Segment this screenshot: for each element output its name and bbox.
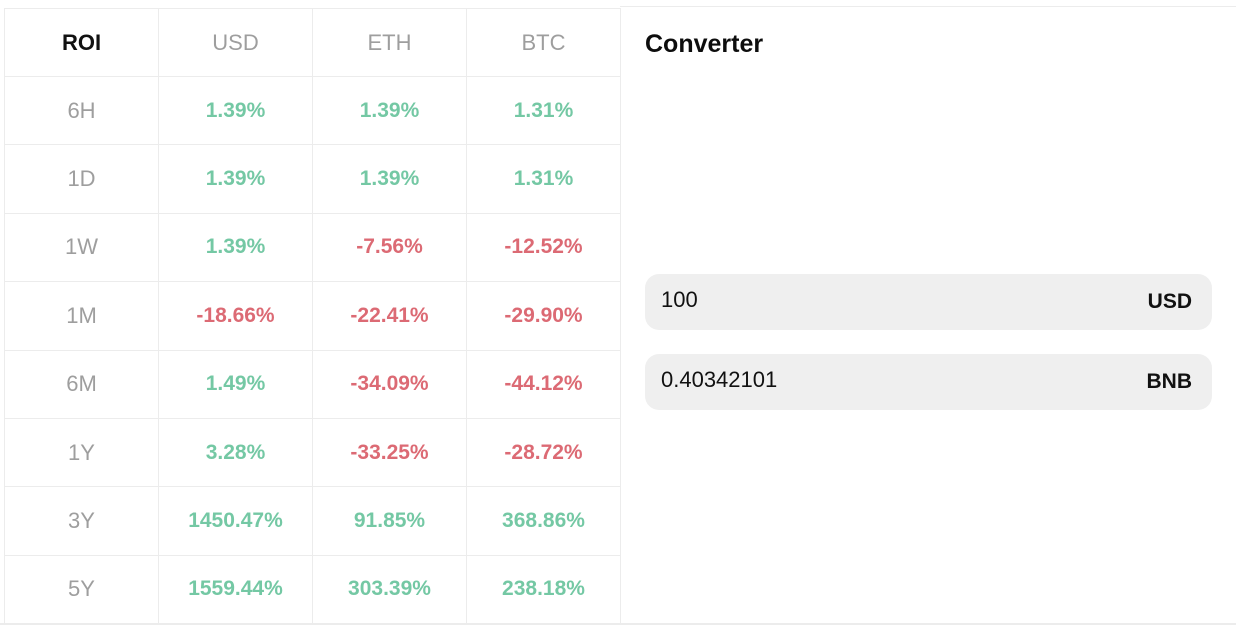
roi-table-header-row: ROI USD ETH BTC	[4, 8, 621, 77]
roi-header-label: ROI	[4, 8, 159, 77]
roi-table-row: 1W 1.39% -7.56% -12.52%	[4, 212, 621, 283]
roi-eth-value: 1.39%	[312, 144, 467, 214]
roi-period-label: 1Y	[4, 417, 159, 488]
roi-period-label: 3Y	[4, 486, 159, 556]
roi-eth-value: -22.41%	[312, 281, 467, 351]
roi-btc-value: -28.72%	[466, 417, 621, 488]
converter-title: Converter	[645, 30, 764, 58]
bnb-amount-value[interactable]: 0.40342101	[661, 367, 778, 392]
usd-column-header: USD	[158, 8, 313, 77]
roi-table-row: 5Y 1559.44% 303.39% 238.18%	[4, 554, 621, 625]
roi-btc-value: -12.52%	[466, 212, 621, 283]
roi-usd-value: 1.39%	[158, 144, 313, 214]
top-divider	[620, 6, 1236, 7]
roi-eth-value: -7.56%	[312, 212, 467, 283]
roi-period-label: 1M	[4, 281, 159, 351]
usd-amount-value[interactable]: 100	[661, 287, 698, 312]
usd-amount-field[interactable]: 100 USD	[645, 274, 1212, 330]
roi-usd-value: 1450.47%	[158, 486, 313, 556]
roi-btc-value: -44.12%	[466, 349, 621, 419]
usd-unit-label: USD	[1147, 290, 1192, 313]
roi-table-row: 6H 1.39% 1.39% 1.31%	[4, 75, 621, 146]
roi-period-label: 6H	[4, 75, 159, 146]
roi-eth-value: -34.09%	[312, 349, 467, 419]
roi-btc-value: 1.31%	[466, 144, 621, 214]
roi-btc-value: 238.18%	[466, 554, 621, 625]
roi-period-label: 5Y	[4, 554, 159, 625]
roi-period-label: 1D	[4, 144, 159, 214]
bnb-unit-label: BNB	[1146, 370, 1193, 393]
roi-table-row: 1M -18.66% -22.41% -29.90%	[4, 281, 621, 351]
eth-column-header: ETH	[312, 8, 467, 77]
roi-usd-value: 1559.44%	[158, 554, 313, 625]
roi-btc-value: -29.90%	[466, 281, 621, 351]
bnb-amount-field[interactable]: 0.40342101 BNB	[645, 354, 1212, 410]
roi-table-row: 1Y 3.28% -33.25% -28.72%	[4, 417, 621, 488]
roi-btc-value: 368.86%	[466, 486, 621, 556]
btc-column-header: BTC	[466, 8, 621, 77]
roi-eth-value: 1.39%	[312, 75, 467, 146]
bottom-divider	[0, 623, 1236, 625]
roi-period-label: 1W	[4, 212, 159, 283]
roi-eth-value: 303.39%	[312, 554, 467, 625]
roi-usd-value: 1.49%	[158, 349, 313, 419]
roi-eth-value: 91.85%	[312, 486, 467, 556]
roi-eth-value: -33.25%	[312, 417, 467, 488]
roi-usd-value: 3.28%	[158, 417, 313, 488]
roi-period-label: 6M	[4, 349, 159, 419]
roi-table: ROI USD ETH BTC 6H 1.39% 1.39% 1.31% 1D 1.39%…	[4, 8, 621, 625]
roi-table-row: 1D 1.39% 1.39% 1.31%	[4, 144, 621, 214]
roi-usd-value: 1.39%	[158, 75, 313, 146]
roi-table-row: 3Y 1450.47% 91.85% 368.86%	[4, 486, 621, 556]
roi-usd-value: 1.39%	[158, 212, 313, 283]
roi-table-row: 6M 1.49% -34.09% -44.12%	[4, 349, 621, 419]
roi-usd-value: -18.66%	[158, 281, 313, 351]
roi-table-body: 6H 1.39% 1.39% 1.31% 1D 1.39% 1.39% 1.31% 1W 1.39…	[4, 75, 621, 625]
roi-btc-value: 1.31%	[466, 75, 621, 146]
